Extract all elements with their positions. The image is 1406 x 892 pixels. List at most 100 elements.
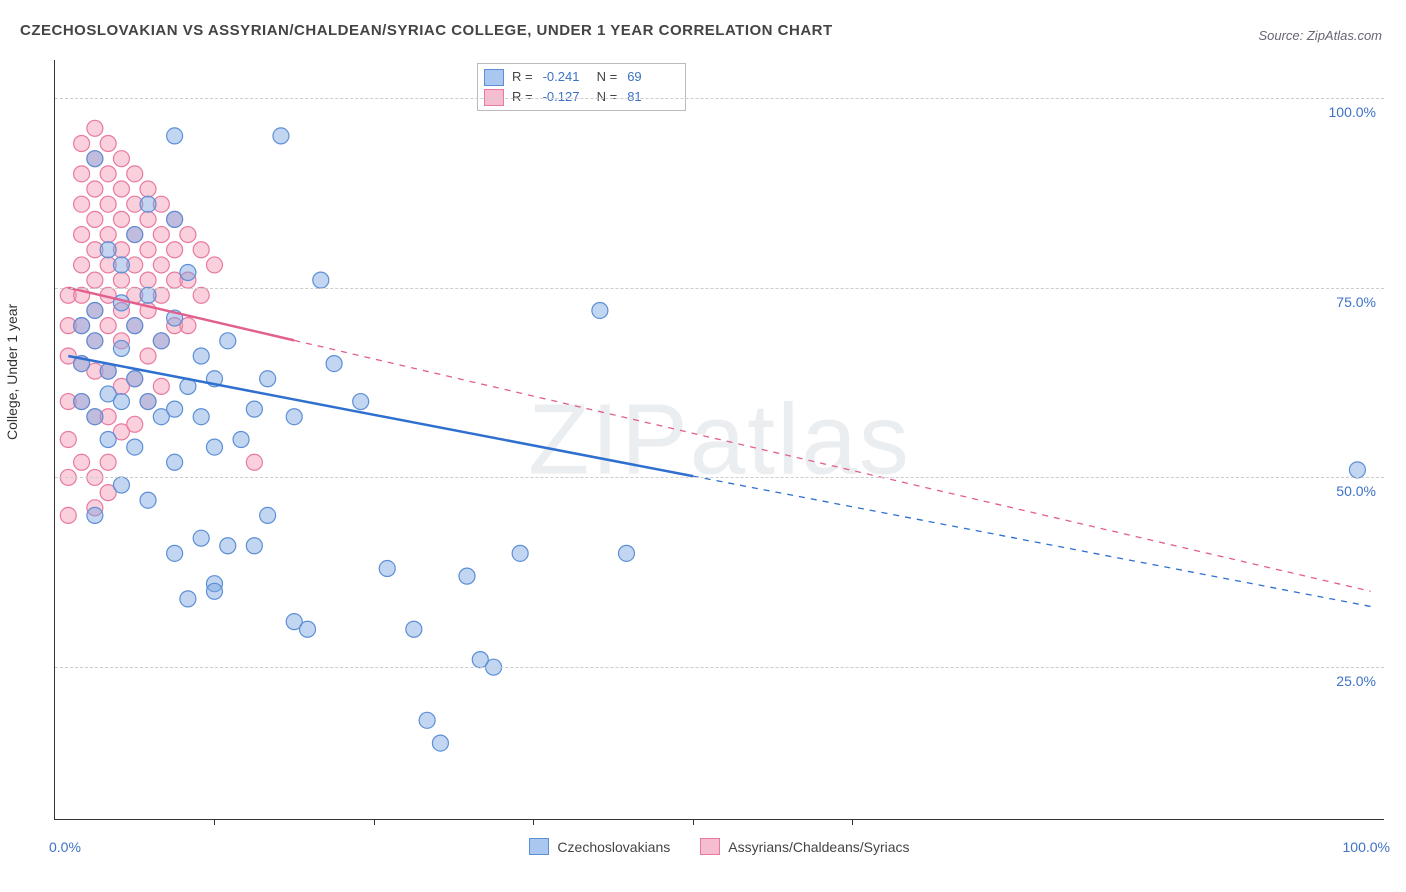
data-point — [87, 181, 103, 197]
data-point — [100, 432, 116, 448]
data-point — [60, 507, 76, 523]
data-point — [167, 401, 183, 417]
grid-line — [55, 288, 1384, 289]
data-point — [100, 196, 116, 212]
data-point — [60, 432, 76, 448]
grid-line — [55, 477, 1384, 478]
data-point — [87, 120, 103, 136]
legend-stat-row: R = -0.241 N = 69 — [484, 67, 675, 87]
data-point — [113, 181, 129, 197]
data-point — [326, 356, 342, 372]
data-point — [113, 211, 129, 227]
x-tick — [852, 819, 853, 825]
data-point — [74, 394, 90, 410]
plot-area: ZIPatlas R = -0.241 N = 69 R = -0.127 N … — [54, 60, 1384, 820]
data-point — [167, 211, 183, 227]
data-point — [100, 166, 116, 182]
data-point — [100, 242, 116, 258]
trend-line-dashed — [693, 476, 1371, 606]
y-tick-label: 100.0% — [1329, 104, 1376, 120]
data-point — [206, 257, 222, 273]
data-point — [153, 257, 169, 273]
data-point — [127, 416, 143, 432]
data-point — [180, 265, 196, 281]
stat-r-label: R = — [512, 67, 533, 87]
data-point — [193, 242, 209, 258]
data-point — [419, 712, 435, 728]
data-point — [127, 166, 143, 182]
stat-n-value-1: 69 — [623, 67, 675, 87]
source-attribution: Source: ZipAtlas.com — [1258, 28, 1382, 43]
data-point — [618, 545, 634, 561]
grid-line — [55, 98, 1384, 99]
data-point — [180, 591, 196, 607]
swatch-series-1 — [484, 69, 504, 86]
data-point — [113, 477, 129, 493]
data-point — [113, 272, 129, 288]
data-point — [87, 507, 103, 523]
data-point — [206, 439, 222, 455]
data-point — [140, 287, 156, 303]
data-point — [167, 545, 183, 561]
data-point — [167, 242, 183, 258]
data-point — [87, 409, 103, 425]
data-point — [100, 454, 116, 470]
data-point — [406, 621, 422, 637]
stat-r-value-1: -0.241 — [539, 67, 591, 87]
data-point — [140, 394, 156, 410]
data-point — [127, 227, 143, 243]
data-point — [113, 340, 129, 356]
data-point — [127, 318, 143, 334]
data-point — [1349, 462, 1365, 478]
x-tick — [374, 819, 375, 825]
swatch-series-1 — [529, 838, 549, 855]
data-point — [100, 318, 116, 334]
data-point — [260, 507, 276, 523]
data-point — [220, 333, 236, 349]
data-point — [140, 196, 156, 212]
stat-n-label: N = — [597, 67, 618, 87]
data-point — [459, 568, 475, 584]
data-point — [167, 128, 183, 144]
data-point — [74, 454, 90, 470]
data-point — [379, 561, 395, 577]
data-point — [87, 211, 103, 227]
trend-line-dashed — [294, 340, 1370, 591]
data-point — [206, 583, 222, 599]
data-point — [167, 454, 183, 470]
legend-label: Assyrians/Chaldeans/Syriacs — [728, 839, 909, 855]
data-point — [74, 135, 90, 151]
grid-line — [55, 667, 1384, 668]
swatch-series-2 — [700, 838, 720, 855]
chart-title: CZECHOSLOVAKIAN VS ASSYRIAN/CHALDEAN/SYR… — [20, 22, 833, 39]
legend-stats: R = -0.241 N = 69 R = -0.127 N = 81 — [477, 63, 686, 111]
data-point — [153, 333, 169, 349]
data-point — [140, 211, 156, 227]
data-point — [180, 227, 196, 243]
x-tick — [533, 819, 534, 825]
data-point — [233, 432, 249, 448]
data-point — [313, 272, 329, 288]
data-point — [74, 257, 90, 273]
data-point — [87, 302, 103, 318]
data-point — [74, 196, 90, 212]
x-tick-label: 100.0% — [1343, 839, 1390, 855]
data-point — [193, 530, 209, 546]
data-point — [246, 538, 262, 554]
data-point — [246, 454, 262, 470]
data-point — [74, 166, 90, 182]
data-point — [140, 242, 156, 258]
data-point — [512, 545, 528, 561]
data-point — [140, 492, 156, 508]
data-point — [193, 287, 209, 303]
legend-label: Czechoslovakians — [557, 839, 670, 855]
data-point — [74, 318, 90, 334]
data-point — [113, 151, 129, 167]
legend-item: Assyrians/Chaldeans/Syriacs — [700, 838, 909, 855]
y-tick-label: 50.0% — [1336, 483, 1376, 499]
data-point — [273, 128, 289, 144]
data-point — [113, 295, 129, 311]
data-point — [153, 227, 169, 243]
x-tick — [693, 819, 694, 825]
data-point — [353, 394, 369, 410]
